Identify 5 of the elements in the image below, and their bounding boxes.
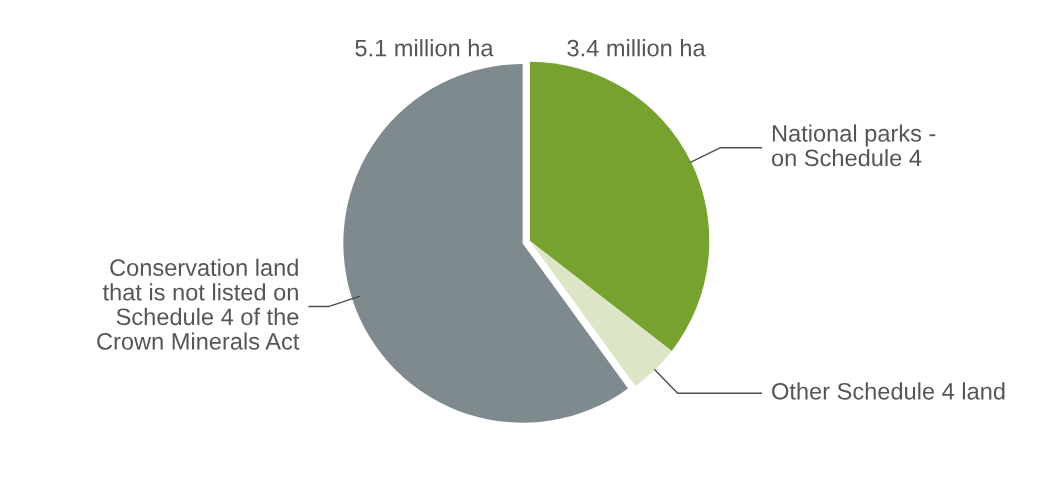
slice-label: Conservation land that is not listed on Schedule 4 of the Crown Minerals Act <box>97 258 300 350</box>
slice-label: National parks - on Schedule 4 <box>771 124 936 167</box>
text: 3.4 million ha <box>567 39 706 57</box>
text: 5.1 million ha <box>355 39 494 57</box>
slice-label: Other Schedule 4 land <box>772 382 1005 400</box>
